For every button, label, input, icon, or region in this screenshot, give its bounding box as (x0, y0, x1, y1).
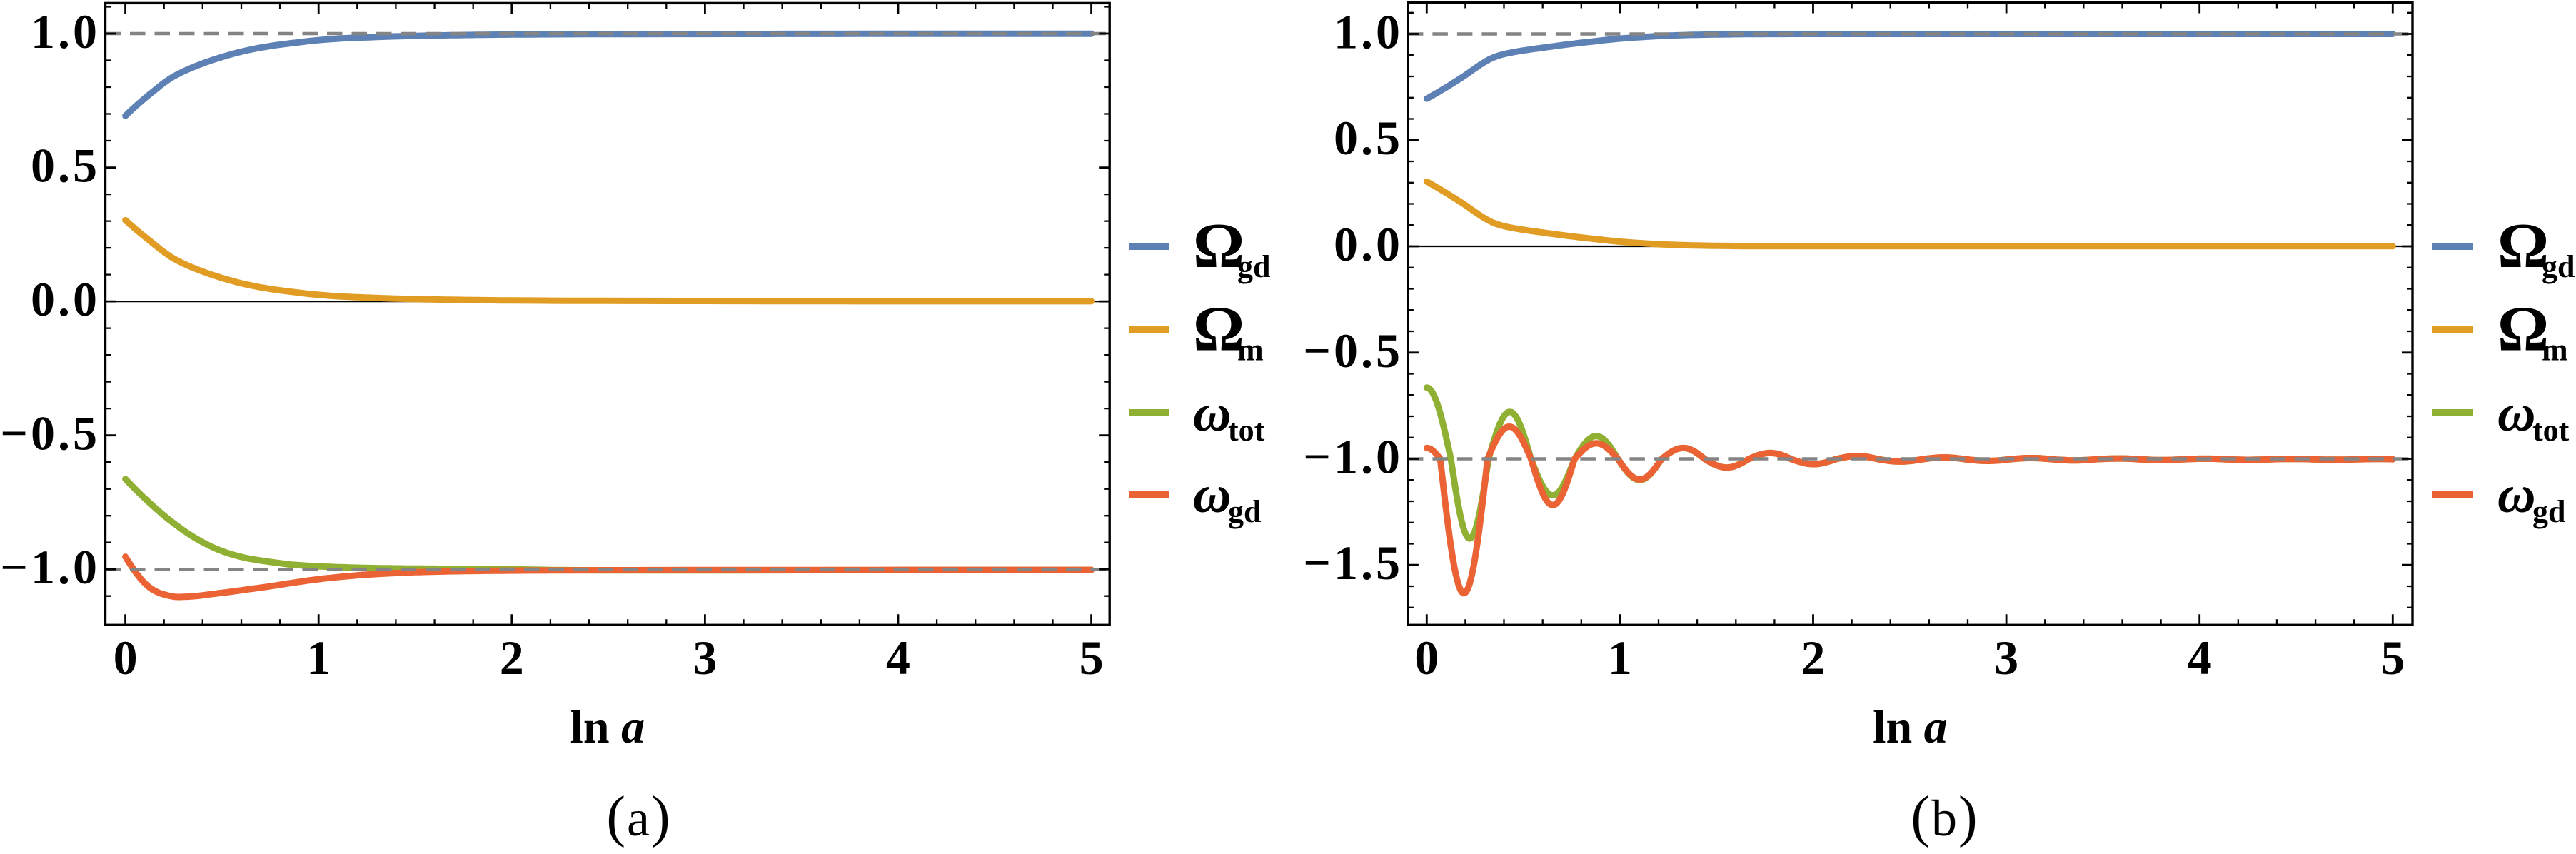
svg-text:5: 5 (2380, 631, 2405, 685)
svg-text:−0.5: −0.5 (0, 406, 100, 461)
svg-text:1: 1 (306, 631, 331, 685)
svg-text:m: m (1237, 333, 1264, 368)
svg-text:1: 1 (1608, 631, 1632, 685)
svg-text:−0.5: −0.5 (1303, 323, 1403, 378)
svg-text:4: 4 (2188, 631, 2212, 685)
svg-text:1.0: 1.0 (1334, 5, 1403, 59)
svg-text:1.0: 1.0 (31, 4, 100, 59)
svg-text:ω: ω (2497, 466, 2536, 524)
svg-text:−1.5: −1.5 (1303, 536, 1403, 590)
svg-text:ω: ω (2497, 384, 2536, 443)
svg-text:3: 3 (1994, 631, 2018, 685)
svg-text:gd: gd (1228, 494, 1261, 529)
svg-text:Ω: Ω (2497, 294, 2549, 365)
svg-text:m: m (2542, 333, 2568, 368)
svg-text:tot: tot (1228, 413, 1265, 448)
svg-text:−1.0: −1.0 (1303, 430, 1403, 484)
svg-text:ω: ω (1193, 466, 1232, 524)
svg-text:0: 0 (1414, 631, 1439, 685)
svg-text:Ω: Ω (1193, 211, 1244, 281)
svg-text:gd: gd (1237, 249, 1270, 284)
svg-text:0.0: 0.0 (1334, 217, 1403, 271)
svg-text:0.5: 0.5 (1334, 111, 1403, 165)
svg-text:2: 2 (500, 631, 524, 685)
svg-text:ln a: ln a (1873, 701, 1948, 753)
svg-text:0.5: 0.5 (31, 139, 100, 193)
svg-text:5: 5 (1080, 631, 1104, 685)
svg-text:(a): (a) (606, 785, 671, 848)
svg-text:Ω: Ω (1193, 294, 1244, 365)
svg-text:(b): (b) (1911, 785, 1978, 848)
svg-text:0: 0 (114, 631, 138, 685)
svg-text:0.0: 0.0 (31, 272, 100, 326)
svg-text:ln a: ln a (570, 701, 645, 753)
svg-text:gd: gd (2532, 494, 2565, 529)
svg-text:tot: tot (2532, 413, 2570, 448)
svg-text:3: 3 (693, 631, 717, 685)
svg-text:4: 4 (886, 631, 910, 685)
svg-text:2: 2 (1801, 631, 1826, 685)
svg-text:−1.0: −1.0 (0, 540, 100, 594)
svg-text:Ω: Ω (2497, 211, 2549, 281)
svg-text:gd: gd (2542, 249, 2575, 284)
svg-text:ω: ω (1193, 384, 1232, 443)
